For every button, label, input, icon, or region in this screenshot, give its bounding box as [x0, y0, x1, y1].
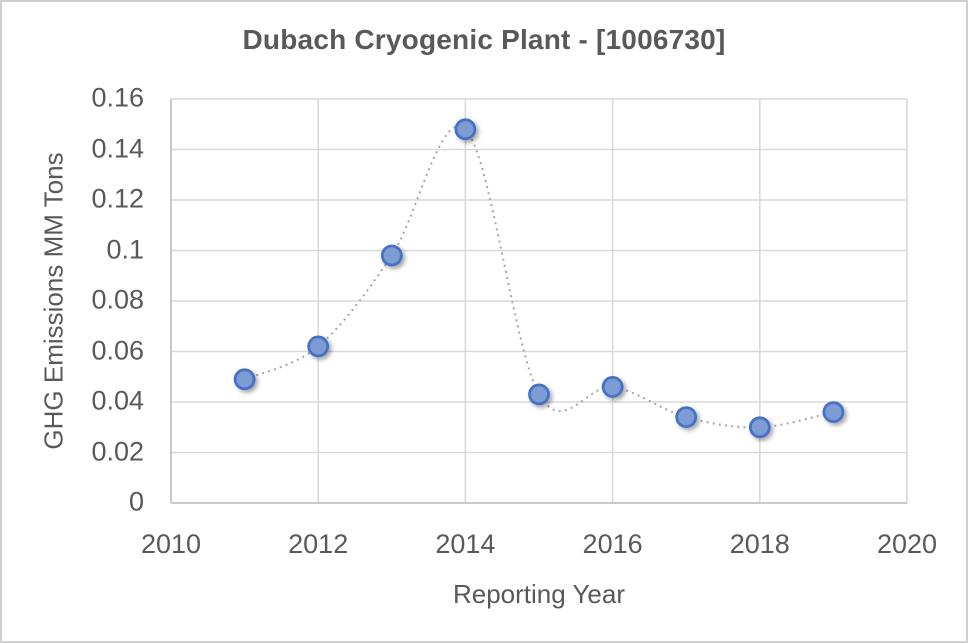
y-axis-title: GHG Emissions MM Tons: [38, 152, 69, 450]
data-point-2011: [233, 368, 256, 391]
series-line: [244, 125, 834, 429]
x-tick-label: 2018: [729, 529, 790, 559]
x-tick-label: 2020: [876, 529, 938, 559]
x-axis-title: Reporting Year: [452, 579, 626, 609]
y-tick-label: 0.14: [91, 132, 144, 163]
chart-title: Dubach Cryogenic Plant - [1006730]: [242, 24, 726, 55]
data-point-2016: [601, 375, 624, 398]
y-tick-label: 0.12: [91, 183, 144, 214]
y-tick-label: 0.1: [106, 233, 144, 264]
series-layer: [233, 118, 845, 439]
x-tick-label: 2016: [582, 529, 643, 559]
y-tick-label: 0.04: [91, 385, 144, 416]
axis-lines: [170, 99, 907, 504]
y-tick-label: 0.02: [91, 435, 144, 466]
x-tick-label: 2012: [288, 529, 349, 559]
data-point-2013: [380, 244, 403, 267]
data-point-2018: [748, 416, 771, 439]
gridlines: [171, 98, 908, 503]
y-tick-label: 0: [128, 486, 144, 517]
x-tick-label: 2010: [140, 529, 202, 559]
x-tick-label: 2014: [435, 529, 496, 559]
data-point-2014: [454, 118, 477, 141]
y-tick-label: 0.06: [91, 334, 144, 365]
data-point-2015: [528, 383, 550, 406]
data-point-2017: [675, 406, 698, 429]
data-point-2012: [307, 335, 330, 358]
data-point-2019: [822, 401, 845, 424]
y-tick-label: 0.08: [91, 284, 144, 315]
y-tick-label: 0.16: [91, 82, 144, 113]
